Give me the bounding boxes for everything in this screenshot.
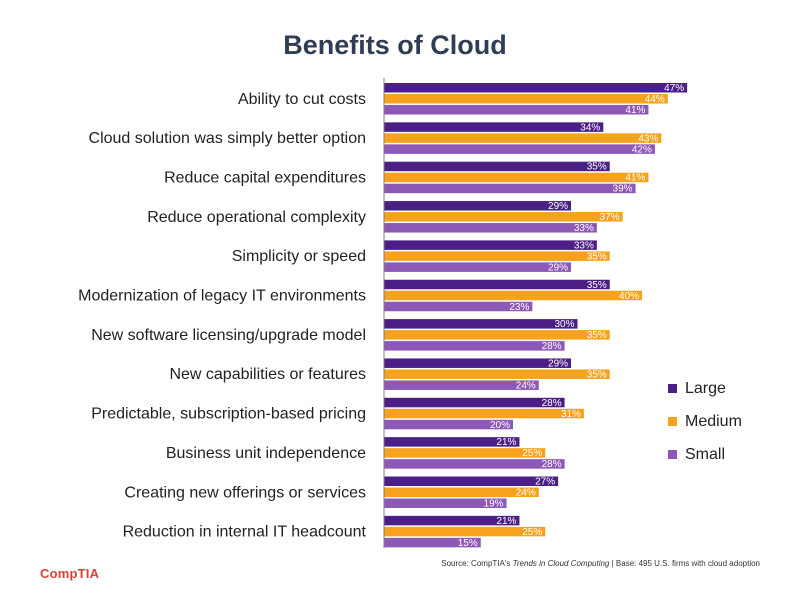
bar-large-reduce-operational-complexity: [384, 201, 572, 211]
category-label-ability-to-cut-costs: Ability to cut costs: [238, 91, 366, 108]
bar-large-reduction-in-internal-it-headcount: [384, 515, 520, 526]
bar-large-predictable-subscription-based-pricing: [384, 397, 565, 408]
bar-medium-creating-new-offerings-or-services: [384, 487, 539, 497]
value-label-medium-creating-new-offerings-or-services: 24%: [516, 488, 536, 499]
bar-large-ability-to-cut-costs: [384, 83, 688, 93]
category-label-predictable-subscription-based-pricing: Predictable, subscription-based pricing: [91, 406, 366, 423]
value-label-large-reduce-capital-expenditures: 35%: [587, 162, 607, 173]
bar-small-reduce-operational-complexity: [384, 223, 597, 233]
comptia-logo: CompTIA: [40, 566, 100, 581]
bar-medium-new-software-licensing-upgrade-model: [384, 330, 610, 340]
bar-medium-simplicity-or-speed: [384, 251, 610, 261]
chart-title: Benefits of Cloud: [283, 30, 507, 60]
value-label-large-new-capabilities-or-features: 29%: [548, 358, 568, 369]
category-label-cloud-solution-was-simply-better-option: Cloud solution was simply better option: [89, 130, 366, 147]
legend: Large Medium Small: [668, 380, 742, 463]
bar-large-creating-new-offerings-or-services: [384, 476, 559, 486]
category-label-reduce-operational-complexity: Reduce operational complexity: [147, 209, 366, 226]
value-label-medium-new-capabilities-or-features: 35%: [587, 369, 607, 380]
value-label-large-simplicity-or-speed: 33%: [574, 240, 594, 251]
category-label-reduce-capital-expenditures: Reduce capital expenditures: [164, 169, 366, 186]
legend-label-small: Small: [685, 446, 725, 463]
value-label-medium-simplicity-or-speed: 35%: [587, 251, 607, 262]
value-label-small-new-software-licensing-upgrade-model: 28%: [542, 341, 562, 352]
value-label-medium-business-unit-independence: 25%: [522, 448, 542, 459]
legend-label-medium: Medium: [685, 413, 742, 430]
bar-small-business-unit-independence: [384, 459, 565, 469]
value-label-medium-ability-to-cut-costs: 44%: [645, 94, 665, 105]
bar-small-cloud-solution-was-simply-better-option: [384, 144, 655, 154]
category-label-simplicity-or-speed: Simplicity or speed: [232, 248, 366, 265]
value-label-medium-new-software-licensing-upgrade-model: 35%: [587, 330, 607, 341]
bar-small-simplicity-or-speed: [384, 262, 572, 272]
bar-large-cloud-solution-was-simply-better-option: [384, 122, 604, 132]
bar-medium-reduce-capital-expenditures: [384, 172, 649, 183]
value-label-large-reduction-in-internal-it-headcount: 21%: [496, 516, 516, 527]
value-label-medium-modernization-of-legacy-it-environments: 40%: [619, 291, 639, 302]
legend-label-large: Large: [685, 380, 726, 397]
value-label-large-reduce-operational-complexity: 29%: [548, 201, 568, 212]
bar-small-new-capabilities-or-features: [384, 380, 539, 390]
bar-large-new-capabilities-or-features: [384, 358, 572, 368]
value-label-medium-cloud-solution-was-simply-better-option: 43%: [638, 133, 658, 144]
bar-small-reduce-capital-expenditures: [384, 183, 636, 194]
value-label-small-modernization-of-legacy-it-environments: 23%: [509, 302, 529, 313]
bar-medium-business-unit-independence: [384, 448, 546, 458]
bar-small-creating-new-offerings-or-services: [384, 498, 507, 508]
category-label-modernization-of-legacy-it-environments: Modernization of legacy IT environments: [78, 288, 366, 305]
category-label-new-capabilities-or-features: New capabilities or features: [169, 366, 366, 383]
bar-medium-cloud-solution-was-simply-better-option: [384, 133, 662, 143]
source-prefix: Source: CompTIA's: [441, 559, 513, 568]
bar-small-new-software-licensing-upgrade-model: [384, 341, 565, 351]
value-label-small-business-unit-independence: 28%: [542, 459, 562, 470]
bar-large-reduce-capital-expenditures: [384, 161, 610, 172]
value-label-small-reduction-in-internal-it-headcount: 15%: [458, 538, 478, 549]
value-label-small-reduce-capital-expenditures: 39%: [613, 184, 633, 195]
value-label-small-new-capabilities-or-features: 24%: [516, 380, 536, 391]
value-label-small-simplicity-or-speed: 29%: [548, 262, 568, 273]
value-label-medium-reduction-in-internal-it-headcount: 25%: [522, 527, 542, 538]
value-label-small-ability-to-cut-costs: 41%: [625, 105, 645, 116]
bar-large-modernization-of-legacy-it-environments: [384, 279, 610, 290]
bar-medium-modernization-of-legacy-it-environments: [384, 290, 642, 301]
bar-small-ability-to-cut-costs: [384, 105, 649, 115]
value-label-large-ability-to-cut-costs: 47%: [664, 83, 684, 94]
value-label-medium-predictable-subscription-based-pricing: 31%: [561, 409, 581, 420]
bar-medium-reduction-in-internal-it-headcount: [384, 526, 546, 537]
category-label-creating-new-offerings-or-services: Creating new offerings or services: [124, 484, 366, 501]
bar-large-new-software-licensing-upgrade-model: [384, 319, 578, 329]
value-label-large-business-unit-independence: 21%: [496, 437, 516, 448]
category-label-new-software-licensing-upgrade-model: New software licensing/upgrade model: [91, 327, 366, 344]
source-note: Source: CompTIA's Trends in Cloud Comput…: [441, 559, 760, 568]
value-label-large-cloud-solution-was-simply-better-option: 34%: [580, 122, 600, 133]
legend-swatch-small: [668, 450, 677, 459]
bar-medium-predictable-subscription-based-pricing: [384, 408, 584, 419]
bar-large-business-unit-independence: [384, 437, 520, 447]
value-label-large-predictable-subscription-based-pricing: 28%: [542, 398, 562, 409]
bar-large-simplicity-or-speed: [384, 240, 597, 250]
category-label-reduction-in-internal-it-headcount: Reduction in internal IT headcount: [123, 524, 367, 541]
bar-medium-reduce-operational-complexity: [384, 212, 623, 222]
value-label-small-reduce-operational-complexity: 33%: [574, 223, 594, 234]
bar-medium-new-capabilities-or-features: [384, 369, 610, 379]
source-italic: Trends in Cloud Computing: [512, 559, 610, 568]
value-label-medium-reduce-capital-expenditures: 41%: [625, 173, 645, 184]
legend-swatch-large: [668, 384, 677, 393]
source-suffix: | Base: 495 U.S. firms with cloud adopti…: [609, 559, 760, 568]
value-label-small-cloud-solution-was-simply-better-option: 42%: [632, 144, 652, 155]
value-label-small-predictable-subscription-based-pricing: 20%: [490, 420, 510, 431]
bar-small-reduction-in-internal-it-headcount: [384, 537, 481, 548]
value-label-large-modernization-of-legacy-it-environments: 35%: [587, 280, 607, 291]
bar-medium-ability-to-cut-costs: [384, 94, 668, 104]
bar-small-predictable-subscription-based-pricing: [384, 419, 513, 430]
category-label-business-unit-independence: Business unit independence: [166, 445, 366, 462]
bar-small-modernization-of-legacy-it-environments: [384, 301, 533, 312]
value-label-medium-reduce-operational-complexity: 37%: [600, 212, 620, 223]
legend-swatch-medium: [668, 417, 677, 426]
value-label-small-creating-new-offerings-or-services: 19%: [484, 499, 504, 510]
value-label-large-new-software-licensing-upgrade-model: 30%: [554, 319, 574, 330]
value-label-large-creating-new-offerings-or-services: 27%: [535, 477, 555, 488]
